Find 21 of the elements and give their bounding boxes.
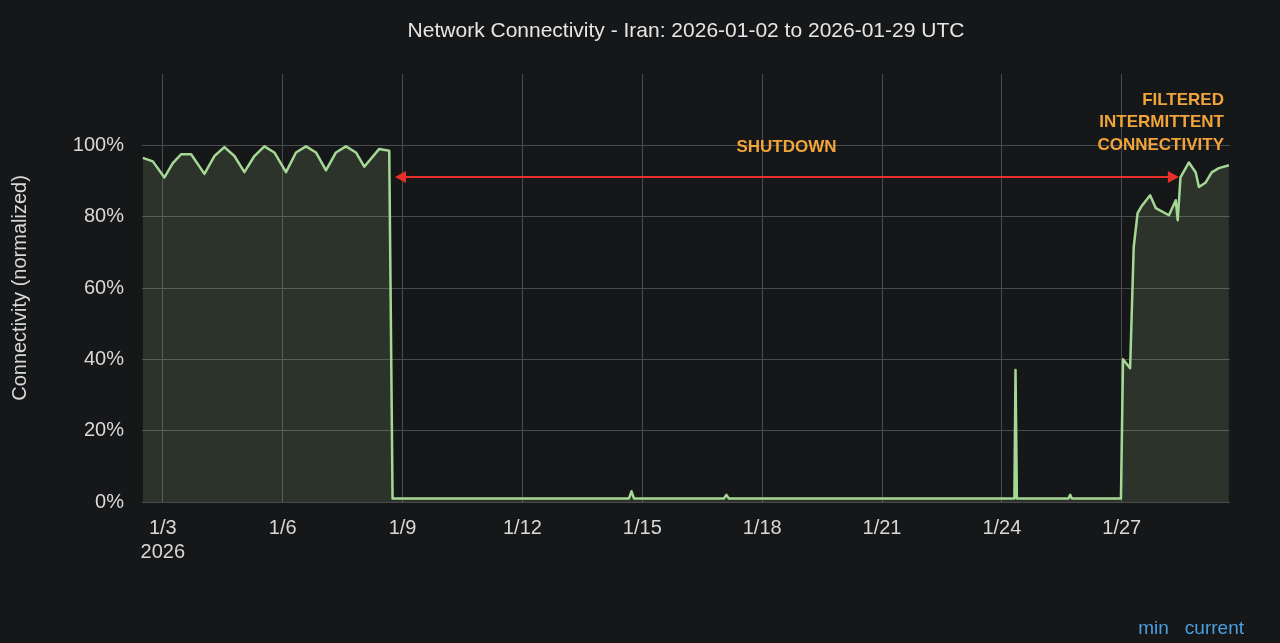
x-tick-label: 1/15 bbox=[622, 515, 662, 538]
y-tick-label: 100% bbox=[72, 132, 125, 155]
annotation: FILTERED INTERMITTENT CONNECTIVITY bbox=[1097, 89, 1225, 154]
x-tick-label: 1/24 bbox=[982, 515, 1022, 538]
annotation: SHUTDOWN bbox=[736, 137, 837, 157]
x-tick-label: 1/27 bbox=[1102, 515, 1142, 538]
y-axis-title: Connectivity (normalized) bbox=[7, 175, 30, 401]
text: min bbox=[1138, 617, 1169, 639]
x-tick-label: 1/3 2026 bbox=[140, 515, 186, 562]
x-tick-label: 1/6 bbox=[268, 515, 297, 538]
y-tick-label: 80% bbox=[83, 204, 125, 227]
x-tick-label: 1/21 bbox=[862, 515, 902, 538]
y-tick-label: 0% bbox=[95, 489, 125, 512]
y-tick-label: 20% bbox=[83, 418, 125, 441]
y-tick-label: 40% bbox=[83, 346, 125, 369]
x-tick-label: 1/9 bbox=[388, 515, 417, 538]
chart-title: Network Connectivity - Iran: 2026-01-02 to 2026-01-29 UTC bbox=[407, 17, 965, 41]
x-tick-label: 1/18 bbox=[742, 515, 782, 538]
y-tick-label: 60% bbox=[83, 275, 125, 298]
x-tick-label: 1/12 bbox=[502, 515, 542, 538]
text: current bbox=[1184, 617, 1244, 639]
